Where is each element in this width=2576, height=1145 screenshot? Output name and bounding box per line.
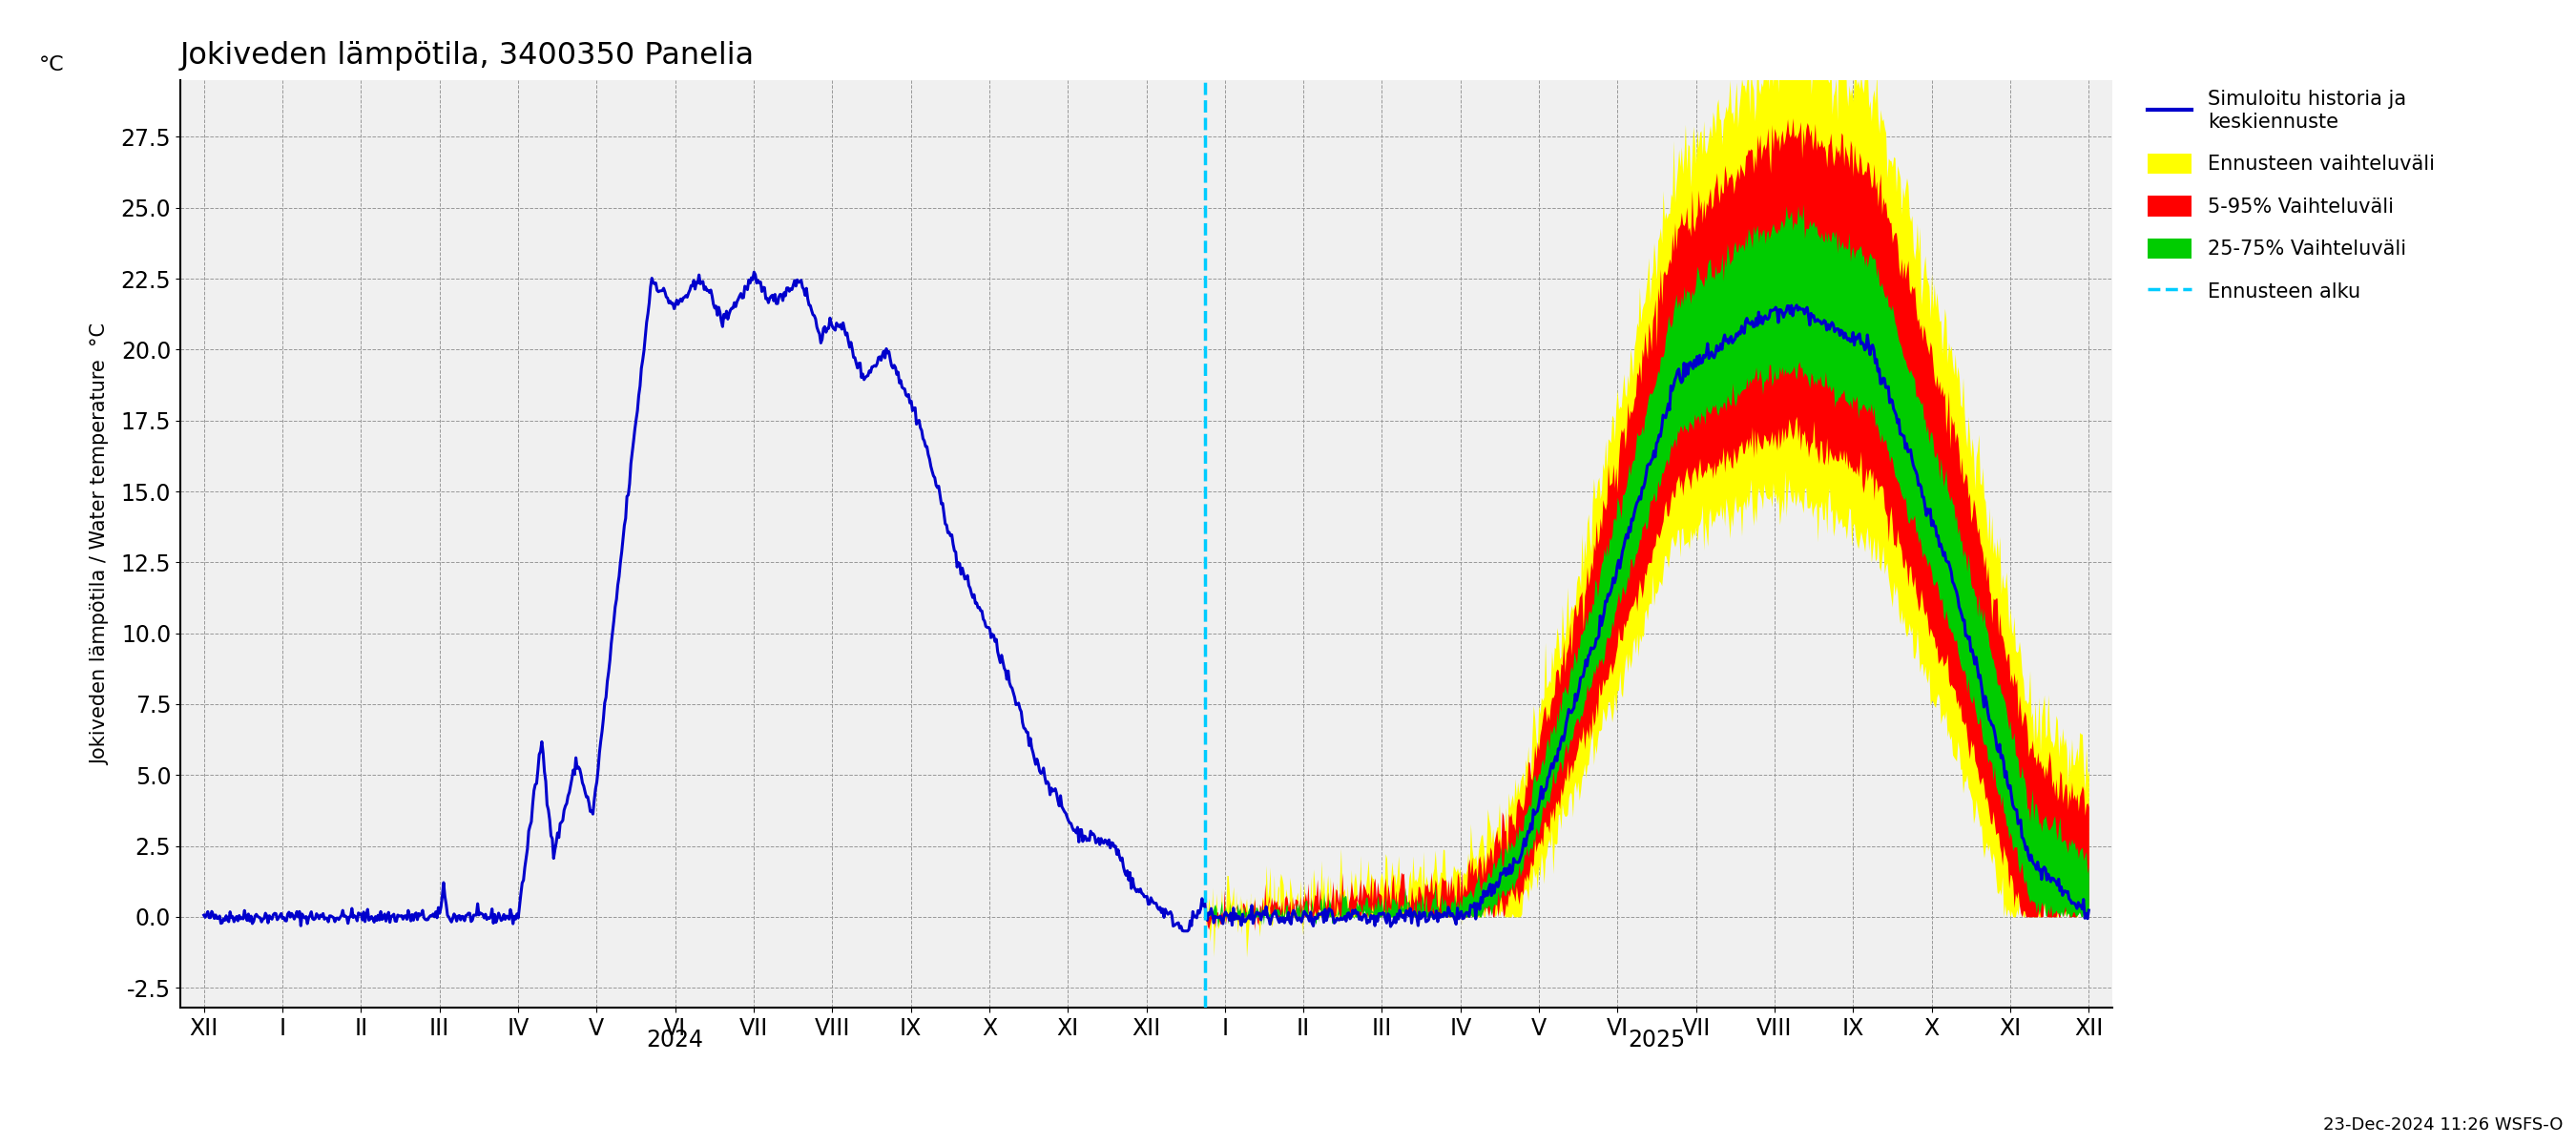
Text: 23-Dec-2024 11:26 WSFS-O: 23-Dec-2024 11:26 WSFS-O [2324, 1116, 2563, 1134]
Y-axis label: Jokiveden lämpötila / Water temperature  °C: Jokiveden lämpötila / Water temperature … [90, 323, 111, 765]
Text: 2025: 2025 [1628, 1029, 1685, 1052]
Text: Jokiveden lämpötila, 3400350 Panelia: Jokiveden lämpötila, 3400350 Panelia [180, 41, 755, 71]
Legend: Simuloitu historia ja
keskiennuste, Ennusteen vaihteluväli, 5-95% Vaihteluväli, : Simuloitu historia ja keskiennuste, Ennu… [2148, 90, 2434, 301]
Text: 2024: 2024 [647, 1029, 703, 1052]
Text: °C: °C [39, 55, 64, 74]
